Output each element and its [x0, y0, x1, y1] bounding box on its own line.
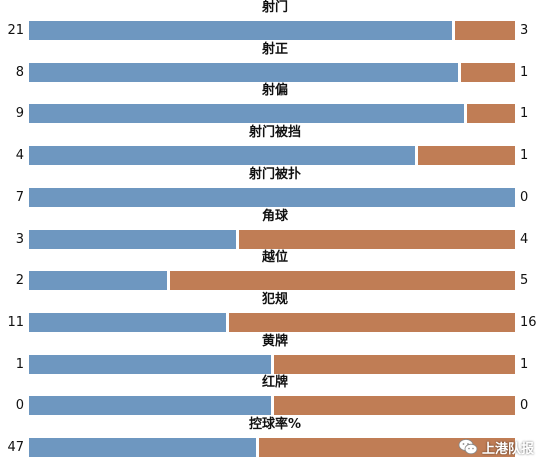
- watermark: 上港队报: [458, 436, 534, 458]
- away-value-label: 4: [520, 231, 529, 247]
- home-bar: [29, 229, 236, 249]
- bar-track: [29, 62, 515, 82]
- bar-track: [29, 104, 515, 124]
- away-value-label: 1: [520, 356, 529, 372]
- away-bar: [228, 312, 515, 332]
- home-bar: [29, 396, 271, 416]
- stat-row: 射门被扑 7 0: [0, 167, 550, 209]
- home-value-label: 7: [15, 189, 24, 205]
- stat-row: 射正 8 1: [0, 42, 550, 84]
- away-value-label: 1: [520, 64, 529, 80]
- home-value-label: 0: [15, 398, 24, 414]
- bar-track: [29, 354, 515, 374]
- away-bar: [273, 396, 515, 416]
- stat-row: 越位 2 5: [0, 250, 550, 292]
- category-label: 红牌: [261, 375, 288, 391]
- away-value-label: 1: [520, 148, 529, 164]
- home-bar: [29, 187, 515, 207]
- category-label: 射偏: [261, 83, 288, 99]
- away-value-label: 5: [520, 273, 529, 289]
- stat-row: 角球 3 4: [0, 209, 550, 251]
- category-label: 控球率%: [248, 417, 302, 432]
- home-bar: [29, 21, 452, 40]
- home-value-label: 4: [15, 148, 24, 164]
- bar-track: [29, 229, 515, 249]
- away-value-label: 0: [520, 398, 529, 414]
- home-bar: [29, 271, 167, 291]
- stat-row: 黄牌 1 1: [0, 334, 550, 376]
- home-value-label: 8: [15, 64, 24, 80]
- bar-track: [29, 187, 515, 207]
- stat-row: 犯规 11 16: [0, 292, 550, 334]
- bar-track: [29, 438, 515, 457]
- away-value-label: 16: [520, 314, 537, 330]
- home-bar: [29, 104, 464, 124]
- away-bar: [454, 21, 515, 40]
- home-bar: [29, 146, 416, 166]
- home-bar: [29, 312, 226, 332]
- bar-track: [29, 146, 515, 166]
- away-bar: [259, 438, 515, 457]
- bar-track: [29, 21, 515, 40]
- category-label: 射门: [261, 0, 288, 15]
- category-label: 犯规: [261, 291, 288, 307]
- home-value-label: 11: [7, 314, 24, 330]
- home-bar: [29, 354, 271, 374]
- away-bar: [418, 146, 515, 166]
- away-bar: [170, 271, 515, 291]
- category-label: 射门被挡: [248, 125, 301, 141]
- bar-track: [29, 312, 515, 332]
- away-bar: [461, 62, 515, 82]
- away-bar: [273, 354, 515, 374]
- bar-track: [29, 271, 515, 291]
- home-value-label: 3: [15, 231, 24, 247]
- home-value-label: 47: [7, 440, 24, 455]
- stat-row: 射门 21 3: [0, 0, 550, 42]
- stat-row: 控球率% 47: [0, 417, 550, 459]
- stat-row: 射偏 9 1: [0, 83, 550, 125]
- away-bar: [239, 229, 515, 249]
- home-value-label: 1: [15, 356, 24, 372]
- home-value-label: 2: [15, 273, 24, 289]
- bar-track: [29, 396, 515, 416]
- category-label: 射正: [261, 41, 288, 57]
- wechat-icon: [458, 439, 478, 455]
- watermark-text: 上港队报: [482, 441, 535, 457]
- away-value-label: 0: [520, 189, 529, 205]
- stat-row: 红牌 0 0: [0, 375, 550, 417]
- away-value-label: 3: [520, 23, 529, 38]
- category-label: 越位: [261, 250, 288, 266]
- home-value-label: 21: [7, 23, 24, 38]
- category-label: 角球: [261, 208, 288, 224]
- away-value-label: 1: [520, 106, 529, 122]
- home-value-label: 9: [15, 106, 24, 122]
- home-bar: [29, 438, 256, 457]
- stat-row: 射门被挡 4 1: [0, 125, 550, 167]
- home-bar: [29, 62, 459, 82]
- away-bar: [466, 104, 515, 124]
- category-label: 黄牌: [261, 333, 288, 349]
- category-label: 射门被扑: [248, 166, 301, 182]
